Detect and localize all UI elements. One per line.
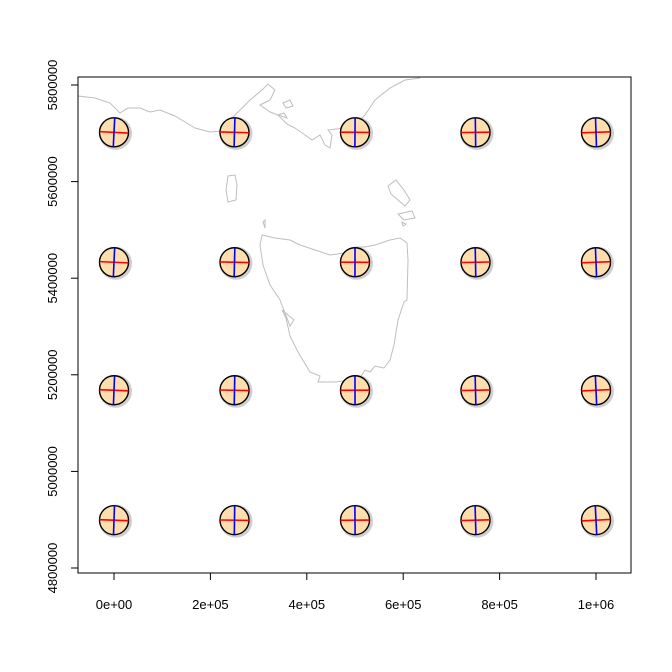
indicatrix-axis-blue — [112, 505, 116, 535]
tissot-indicatrix — [98, 246, 132, 280]
tissot-indicatrix — [460, 246, 494, 280]
x-tick-label: 1e+06 — [578, 597, 615, 612]
x-tick-label: 6e+05 — [385, 597, 422, 612]
y-tick-label: 5200000 — [45, 349, 60, 400]
tissot-indicatrix — [460, 374, 494, 408]
indicatrix-axis-blue — [474, 375, 477, 405]
x-tick-label: 8e+05 — [481, 597, 518, 612]
indicatrix-axis-blue — [112, 117, 116, 147]
y-tick-label: 5000000 — [45, 446, 60, 497]
tissot-indicatrix — [580, 504, 614, 538]
y-tick-label: 4800000 — [45, 543, 60, 594]
plot-frame — [77, 76, 632, 574]
x-tick-label: 2e+05 — [192, 597, 229, 612]
tissot-indicatrix — [98, 116, 132, 150]
y-tick-label: 5400000 — [45, 253, 60, 304]
tissot-indicatrix — [339, 116, 373, 150]
y-axis: 4800000 5000000 5200000 5400000 5600000 58000… — [45, 60, 79, 594]
tissot-indicatrix — [339, 246, 373, 280]
coastline-tasmania — [259, 218, 409, 383]
x-tick-label: 0e+00 — [96, 597, 133, 612]
indicatrix-axis-blue — [474, 505, 477, 535]
indicatrix-axis-blue — [594, 375, 598, 405]
coastline-islet — [276, 99, 294, 119]
indicatrix-axis-blue — [594, 247, 598, 277]
indicatrix-axis-blue — [594, 117, 598, 147]
x-axis: 0e+00 2e+05 4e+05 6e+05 8e+05 1e+06 — [96, 572, 615, 612]
x-tick-label: 4e+05 — [289, 597, 326, 612]
tissot-indicatrix — [219, 116, 253, 150]
indicatrix-axis-blue — [233, 247, 236, 277]
tissot-indicatrix — [219, 504, 253, 538]
coastline — [77, 77, 421, 383]
tissot-indicatrix — [460, 116, 494, 150]
y-tick-label: 5800000 — [45, 60, 60, 111]
tissot-indicatrix — [580, 246, 614, 280]
indicatrix-axis-blue — [233, 375, 236, 405]
tissot-indicatrix — [580, 116, 614, 150]
tissot-indicatrix — [339, 504, 373, 538]
tissot-indicatrix — [98, 374, 132, 408]
coastline-king-island — [225, 174, 238, 203]
indicatrix-axis-blue — [474, 247, 477, 277]
tissot-indicatrix — [219, 246, 253, 280]
coastline-flinders-island — [387, 179, 416, 227]
coastline-mainland — [77, 77, 421, 149]
tissot-indicatrix — [460, 504, 494, 538]
tissot-indicatrix — [219, 374, 253, 408]
tissot-indicatrix — [339, 374, 373, 408]
indicatrix-axis-blue — [233, 117, 236, 147]
indicatrix-axis-blue — [594, 505, 598, 535]
indicatrix-axis-blue — [112, 247, 116, 277]
indicatrix-axis-blue — [112, 375, 116, 405]
y-tick-label: 5600000 — [45, 156, 60, 207]
tissot-indicatrix — [580, 374, 614, 408]
tissot-indicatrix — [98, 504, 132, 538]
